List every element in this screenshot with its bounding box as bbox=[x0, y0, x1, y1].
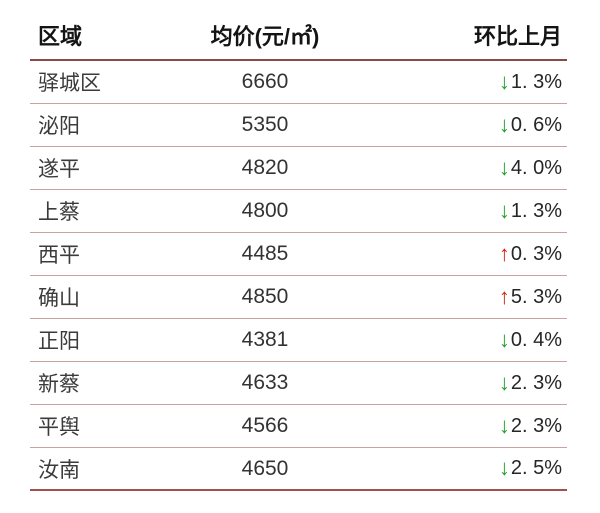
table-row: 汝南 4650 ↓2. 5% bbox=[30, 448, 567, 491]
region-name: 西平 bbox=[38, 244, 80, 267]
month-over-month-change: ↓2. 3% bbox=[380, 369, 567, 395]
region-name: 上蔡 bbox=[38, 201, 80, 224]
table-row: 确山 4850 ↑5. 3% bbox=[30, 276, 567, 319]
up-arrow-icon: ↑ bbox=[498, 240, 510, 266]
change-percent-label: 0. 6% bbox=[510, 113, 562, 136]
down-arrow-icon: ↓ bbox=[498, 197, 510, 223]
region-name: 遂平 bbox=[38, 158, 80, 181]
change-percent-label: 5. 3% bbox=[510, 285, 562, 308]
table-row: 正阳 4381 ↓0. 4% bbox=[30, 319, 567, 362]
average-price-value: 4850 bbox=[241, 285, 289, 308]
table-row: 西平 4485 ↑0. 3% bbox=[30, 233, 567, 276]
average-price-value: 4633 bbox=[241, 371, 289, 394]
column-header-region: 区域 bbox=[38, 23, 83, 49]
change-percent-label: 1. 3% bbox=[510, 70, 562, 93]
table-body: 驿城区 6660 ↓1. 3% 泌阳 5350 ↓0. 6% 遂平 4820 ↓4. 0% 上蔡 4… bbox=[30, 61, 567, 491]
month-over-month-change: ↓0. 4% bbox=[380, 326, 567, 352]
table-row: 遂平 4820 ↓4. 0% bbox=[30, 147, 567, 190]
average-price-value: 5350 bbox=[241, 113, 289, 136]
month-over-month-change: ↑5. 3% bbox=[380, 283, 567, 309]
region-name: 平舆 bbox=[38, 416, 80, 439]
region-name: 正阳 bbox=[38, 330, 80, 353]
region-name: 汝南 bbox=[38, 458, 80, 482]
table-row: 新蔡 4633 ↓2. 3% bbox=[30, 362, 567, 405]
change-percent-label: 0. 4% bbox=[510, 328, 562, 351]
region-name: 确山 bbox=[38, 287, 80, 310]
table-row: 上蔡 4800 ↓1. 3% bbox=[30, 190, 567, 233]
region-name: 驿城区 bbox=[38, 72, 101, 95]
average-price-value: 4485 bbox=[241, 242, 289, 265]
month-over-month-change: ↑0. 3% bbox=[380, 240, 567, 266]
average-price-value: 4566 bbox=[241, 414, 289, 437]
table-row: 平舆 4566 ↓2. 3% bbox=[30, 405, 567, 448]
down-arrow-icon: ↓ bbox=[498, 154, 510, 180]
month-over-month-change: ↓2. 3% bbox=[380, 412, 567, 438]
down-arrow-icon: ↓ bbox=[498, 455, 510, 480]
change-percent-label: 2. 3% bbox=[510, 371, 562, 394]
column-header-price: 均价(元/㎡) bbox=[210, 23, 320, 49]
table-header-row: 区域 均价(元/㎡) 环比上月 bbox=[30, 0, 567, 61]
up-arrow-icon: ↑ bbox=[498, 283, 510, 309]
region-name: 新蔡 bbox=[38, 373, 80, 396]
table-row: 泌阳 5350 ↓0. 6% bbox=[30, 104, 567, 147]
month-over-month-change: ↓1. 3% bbox=[380, 68, 567, 94]
down-arrow-icon: ↓ bbox=[498, 68, 510, 94]
change-percent-label: 1. 3% bbox=[510, 199, 562, 222]
down-arrow-icon: ↓ bbox=[498, 369, 510, 395]
month-over-month-change: ↓1. 3% bbox=[380, 197, 567, 223]
average-price-value: 4800 bbox=[241, 199, 289, 222]
column-header-change: 环比上月 bbox=[473, 23, 562, 49]
average-price-value: 4381 bbox=[241, 328, 289, 351]
month-over-month-change: ↓2. 5% bbox=[380, 457, 567, 480]
month-over-month-change: ↓0. 6% bbox=[380, 111, 567, 137]
change-percent-label: 0. 3% bbox=[510, 242, 562, 265]
change-percent-label: 2. 3% bbox=[510, 414, 562, 437]
region-name: 泌阳 bbox=[38, 115, 80, 138]
average-price-value: 4650 bbox=[241, 456, 289, 480]
down-arrow-icon: ↓ bbox=[498, 412, 510, 438]
average-price-value: 4820 bbox=[241, 156, 289, 179]
table-row: 驿城区 6660 ↓1. 3% bbox=[30, 61, 567, 104]
down-arrow-icon: ↓ bbox=[498, 111, 510, 137]
month-over-month-change: ↓4. 0% bbox=[380, 154, 567, 180]
change-percent-label: 4. 0% bbox=[510, 156, 562, 179]
change-percent-label: 2. 5% bbox=[510, 457, 562, 479]
price-table: 区域 均价(元/㎡) 环比上月 驿城区 6660 ↓1. 3% 泌阳 5350 ↓0. 6… bbox=[30, 0, 567, 491]
down-arrow-icon: ↓ bbox=[498, 326, 510, 352]
average-price-value: 6660 bbox=[241, 70, 289, 93]
